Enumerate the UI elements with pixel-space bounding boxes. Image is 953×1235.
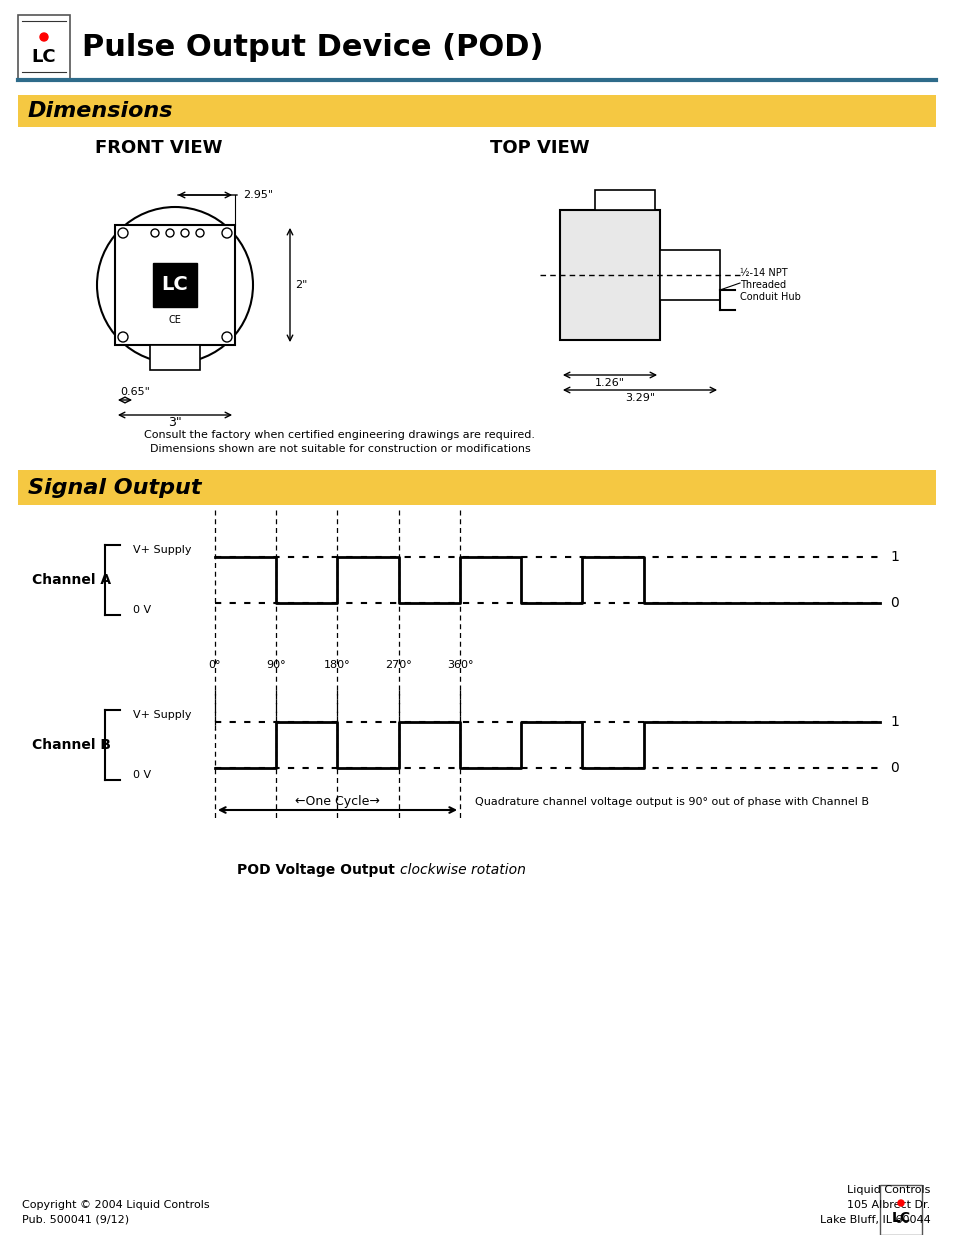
Text: 0: 0	[889, 761, 898, 776]
Bar	[659, 249, 720, 300]
Text: Copyright © 2004 Liquid Controls
Pub. 500041 (9/12): Copyright © 2004 Liquid Controls Pub. 50…	[22, 1200, 210, 1225]
Text: ½-14 NPT
Threaded
Conduit Hub: ½-14 NPT Threaded Conduit Hub	[740, 268, 800, 301]
Bar	[115, 225, 234, 345]
Text: LC: LC	[161, 275, 188, 294]
Text: CE: CE	[169, 315, 181, 325]
Text: 3.29": 3.29"	[624, 393, 655, 403]
Text: 0°: 0°	[209, 659, 221, 671]
Text: 0 V: 0 V	[132, 605, 151, 615]
Text: Channel A: Channel A	[32, 573, 112, 587]
Text: 270°: 270°	[385, 659, 412, 671]
Text: 1: 1	[889, 715, 898, 729]
Text: 0: 0	[889, 597, 898, 610]
Text: 3": 3"	[168, 415, 182, 429]
Bar	[18, 471, 935, 505]
Text: V+ Supply: V+ Supply	[132, 545, 192, 555]
Text: LC: LC	[890, 1212, 909, 1225]
Bar	[595, 190, 655, 210]
Bar	[879, 1186, 921, 1235]
Text: 180°: 180°	[324, 659, 351, 671]
Text: 2.95": 2.95"	[243, 190, 273, 200]
Bar	[150, 345, 200, 370]
Text: FRONT VIEW: FRONT VIEW	[95, 140, 222, 157]
Text: 0.65": 0.65"	[120, 387, 150, 396]
Bar	[18, 15, 70, 80]
Circle shape	[897, 1200, 903, 1207]
Bar	[152, 263, 196, 308]
Text: Liquid Controls
105 Albrect Dr.
Lake Bluff, IL 60044: Liquid Controls 105 Albrect Dr. Lake Blu…	[820, 1186, 930, 1225]
Circle shape	[40, 33, 48, 41]
Text: LC: LC	[31, 48, 56, 67]
Text: 1: 1	[889, 550, 898, 564]
Text: V+ Supply: V+ Supply	[132, 710, 192, 720]
Text: Pulse Output Device (POD): Pulse Output Device (POD)	[82, 32, 543, 62]
Text: 2": 2"	[294, 280, 307, 290]
Text: Dimensions: Dimensions	[28, 101, 173, 121]
Text: ←One Cycle→: ←One Cycle→	[294, 795, 379, 809]
Text: clockwise rotation: clockwise rotation	[399, 863, 525, 877]
Text: POD Voltage Output: POD Voltage Output	[237, 863, 399, 877]
Text: 1.26": 1.26"	[595, 378, 624, 388]
Text: Signal Output: Signal Output	[28, 478, 201, 498]
Text: TOP VIEW: TOP VIEW	[490, 140, 589, 157]
Bar	[18, 95, 935, 127]
Text: Consult the factory when certified engineering drawings are required.
Dimensions: Consult the factory when certified engin…	[144, 430, 535, 454]
Text: 360°: 360°	[446, 659, 473, 671]
Text: 90°: 90°	[266, 659, 286, 671]
Text: Quadrature channel voltage output is 90° out of phase with Channel B: Quadrature channel voltage output is 90°…	[475, 797, 868, 806]
Text: 0 V: 0 V	[132, 769, 151, 781]
Bar	[559, 210, 659, 340]
Text: Channel B: Channel B	[32, 739, 112, 752]
